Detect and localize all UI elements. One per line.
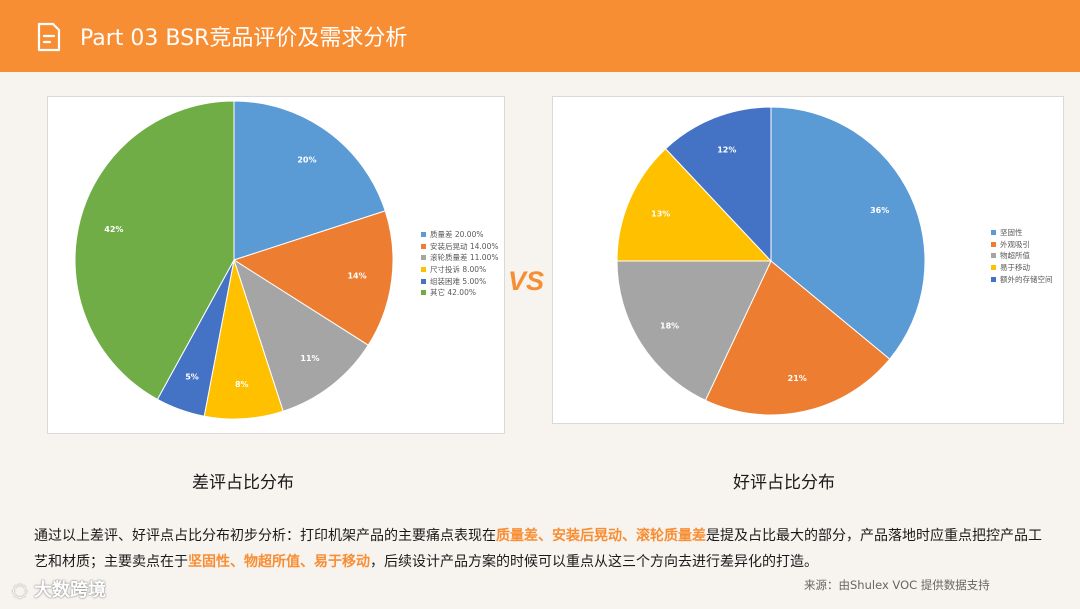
negative-legend-item-6: 其它 42.00%	[421, 287, 498, 299]
negative-review-chart-panel: 20% 14% 11% 8% 5% 42% 质量差 20.00% 安装后晃动 14.00% 滚…	[47, 96, 505, 434]
positive-legend-item-5: 额外的存储空间	[991, 273, 1053, 285]
negative-slice-1	[233, 100, 386, 261]
negative-legend-label-6: 其它 42.00%	[430, 288, 476, 298]
negative-legend-item-2: 安装后晃动 14.00%	[421, 241, 498, 253]
positive-legend-label-3: 物超所值	[1000, 251, 1030, 261]
negative-legend-label-2: 安装后晃动 14.00%	[430, 241, 499, 251]
positive-slice-3	[616, 260, 772, 402]
negative-legend-swatch-1	[421, 232, 426, 238]
summary-text-3: ，后续设计产品方案的时候可以重点从这三个方向去进行差异化的打造。	[370, 554, 818, 570]
negative-review-pie-chart: 20% 14% 11% 8% 5% 42%	[74, 100, 394, 420]
positive-data-label-5: 12%	[717, 145, 736, 154]
positive-slice-1	[770, 106, 926, 360]
positive-legend-item-2: 外观吸引	[991, 239, 1053, 251]
negative-legend-swatch-2	[421, 243, 426, 249]
positive-legend-label-1: 坚固性	[1000, 228, 1023, 238]
negative-legend-label-5: 组装困难 5.00%	[430, 276, 487, 286]
positive-legend-item-3: 物超所值	[991, 250, 1053, 262]
positive-legend-item-1: 坚固性	[991, 227, 1053, 239]
negative-legend-swatch-3	[421, 255, 426, 261]
page-title: Part 03 BSR竞品评价及需求分析	[80, 26, 408, 51]
negative-chart-caption: 差评占比分布	[192, 473, 294, 493]
negative-data-label-4: 8%	[235, 380, 249, 389]
negative-slice-3	[233, 258, 369, 412]
positive-data-label-3: 18%	[660, 321, 679, 330]
positive-legend-label-2: 外观吸引	[1000, 239, 1030, 249]
positive-data-label-4: 13%	[651, 209, 670, 218]
summary-text-2: 是提及占比最大的部分，产品落地时应重点把控产品工艺和材质；主要卖点在于	[34, 528, 1042, 570]
negative-legend-swatch-5	[421, 278, 426, 284]
positive-data-label-2: 21%	[788, 374, 807, 383]
negative-review-legend: 质量差 20.00% 安装后晃动 14.00% 滚轮质量差 11.00% 尺寸投诉 8…	[421, 229, 498, 299]
negative-legend-swatch-6	[421, 290, 426, 296]
positive-review-chart-panel: 36% 21% 18% 13% 12% 坚固性 外观吸引物超所值易于移动 额外的存储空间	[552, 96, 1064, 424]
vs-label: VS	[508, 266, 545, 296]
negative-data-label-5: 5%	[185, 373, 199, 382]
negative-legend-label-4: 尺寸投诉 8.00%	[430, 265, 487, 275]
positive-slice-2	[704, 260, 891, 416]
positive-legend-label-4: 易于移动	[1000, 263, 1030, 273]
negative-data-label-6: 42%	[104, 225, 123, 234]
positive-legend-swatch-2	[991, 241, 996, 247]
negative-legend-item-4: 尺寸投诉 8.00%	[421, 264, 498, 276]
positive-legend-swatch-4	[991, 265, 996, 271]
document-icon	[37, 22, 61, 52]
positive-data-label-1: 36%	[870, 206, 889, 215]
summary-text-1: 通过以上差评、好评点占比分布初步分析：打印机架产品的主要痛点表现在	[34, 528, 496, 544]
data-source-note: 来源：由Shulex VOC 提供数据支持	[804, 578, 990, 592]
positive-legend-swatch-1	[991, 230, 996, 236]
negative-data-label-1: 20%	[297, 156, 316, 165]
positive-slice-5	[664, 106, 772, 263]
header-bar: Part 03 BSR竞品评价及需求分析	[0, 0, 1080, 72]
positive-chart-caption: 好评占比分布	[733, 473, 835, 493]
negative-legend-item-5: 组装困难 5.00%	[421, 275, 498, 287]
watermark-logo: ◌ 大数跨境	[12, 580, 106, 601]
negative-slice-2	[232, 210, 394, 346]
negative-legend-swatch-4	[421, 267, 426, 273]
positive-review-pie-chart: 36% 21% 18% 13% 12%	[616, 106, 926, 416]
negative-data-label-3: 11%	[300, 354, 319, 363]
positive-review-legend: 坚固性 外观吸引物超所值易于移动 额外的存储空间	[991, 227, 1053, 285]
summary-highlight-pain-points: 质量差、安装后晃动、滚轮质量差	[496, 528, 706, 544]
positive-legend-label-5: 额外的存储空间	[1000, 274, 1053, 284]
negative-legend-item-3: 滚轮质量差 11.00%	[421, 252, 498, 264]
positive-legend-swatch-5	[991, 276, 996, 282]
positive-legend-swatch-3	[991, 253, 996, 259]
negative-data-label-2: 14%	[347, 272, 366, 281]
positive-slice-4	[616, 148, 773, 262]
negative-legend-label-1: 质量差 20.00%	[430, 230, 484, 240]
analysis-summary: 通过以上差评、好评点占比分布初步分析：打印机架产品的主要痛点表现在质量差、安装后…	[34, 523, 1049, 575]
positive-legend-item-4: 易于移动	[991, 262, 1053, 274]
negative-slice-6	[74, 100, 235, 401]
summary-highlight-selling-points: 坚固性、物超所值、易于移动	[188, 554, 370, 570]
negative-legend-item-1: 质量差 20.00%	[421, 229, 498, 241]
watermark-text: 大数跨境	[33, 580, 106, 601]
negative-legend-label-3: 滚轮质量差 11.00%	[430, 253, 499, 263]
